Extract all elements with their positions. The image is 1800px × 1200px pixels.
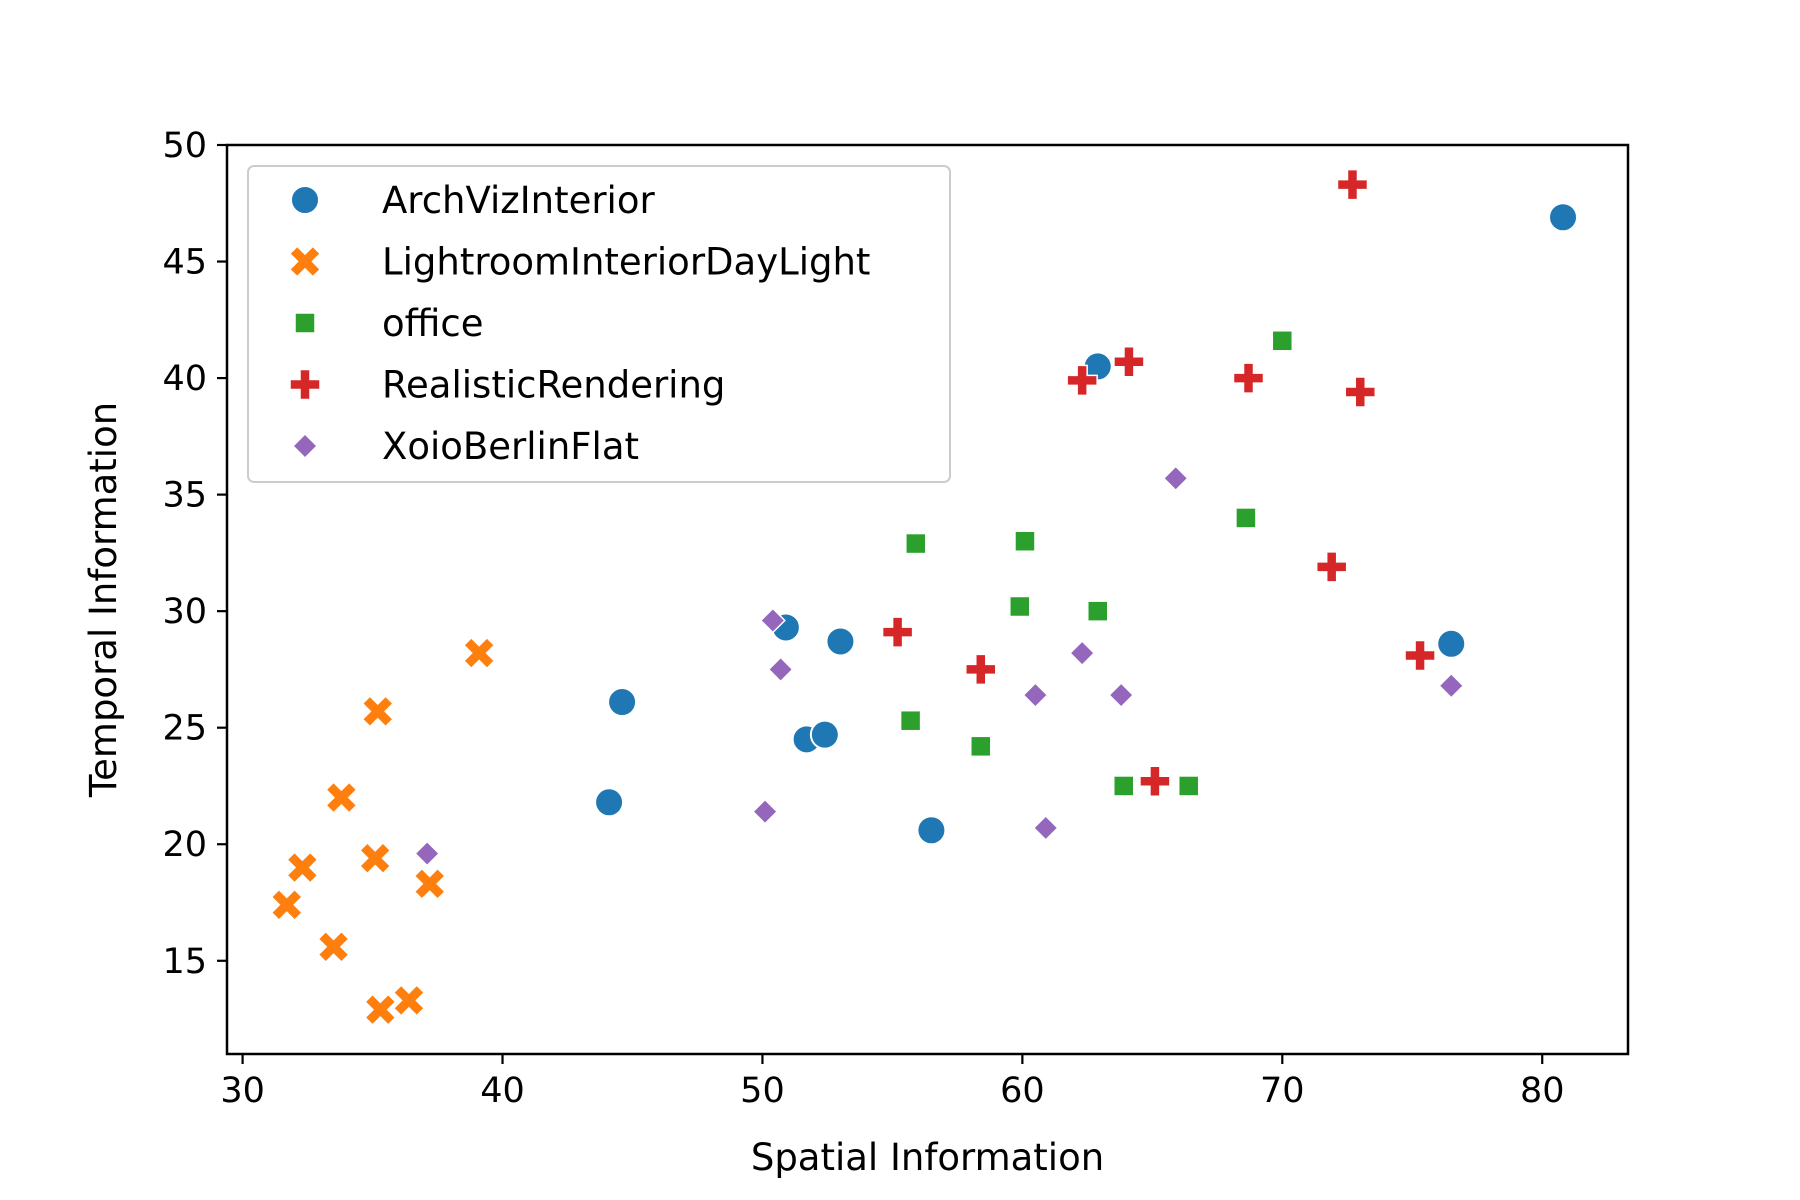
data-point: [1032, 814, 1059, 841]
x-tick-label: 30: [220, 1071, 265, 1111]
y-tick-label: 20: [162, 825, 207, 865]
y-tick-label: 30: [162, 592, 207, 632]
data-point: [362, 695, 394, 727]
x-tick-label: 70: [1260, 1071, 1305, 1111]
data-point: [916, 815, 947, 846]
data-point: [317, 931, 350, 963]
data-point: [1404, 639, 1436, 672]
legend-label: XoioBerlinFlat: [382, 425, 639, 468]
legend-label: ArchVizInterior: [382, 179, 655, 222]
x-axis-label: Spatial Information: [751, 1136, 1104, 1179]
legend-marker: [289, 368, 321, 401]
data-point: [1315, 551, 1348, 583]
legend-label: RealisticRendering: [382, 364, 725, 407]
data-point: [881, 616, 914, 648]
x-axis-ticks: 30 40 50 60 70 80: [220, 1054, 1564, 1111]
data-point: [1336, 168, 1369, 201]
data-point: [1548, 202, 1579, 233]
data-point: [1162, 465, 1189, 492]
x-tick-label: 60: [1000, 1071, 1045, 1111]
data-point: [607, 687, 638, 718]
data-point: [1232, 362, 1265, 394]
data-point: [364, 994, 396, 1026]
y-tick-label: 45: [162, 243, 207, 283]
legend-box: [247, 165, 951, 483]
data-points: [271, 168, 1579, 1026]
data-point: [751, 798, 779, 825]
data-point: [1112, 775, 1135, 797]
data-point: [1235, 507, 1257, 529]
y-tick-label: 25: [162, 709, 207, 749]
data-point: [414, 868, 446, 900]
y-tick-label: 40: [162, 359, 207, 399]
legend-marker: [291, 432, 319, 460]
series-archvizinterior: [594, 202, 1579, 846]
legend-label: LightroomInteriorDayLight: [382, 241, 870, 284]
series-realisticrendering: [881, 168, 1436, 798]
data-point: [905, 532, 927, 555]
data-point: [1108, 682, 1135, 709]
data-point: [594, 787, 625, 818]
data-point: [1009, 595, 1031, 618]
x-tick-label: 50: [740, 1071, 785, 1111]
data-point: [286, 851, 318, 884]
data-point: [825, 626, 856, 657]
data-point: [1022, 682, 1049, 709]
data-point: [767, 656, 794, 683]
data-point: [1139, 765, 1171, 798]
data-point: [1177, 775, 1200, 797]
legend-item: XoioBerlinFlat: [291, 425, 639, 468]
data-point: [463, 637, 495, 669]
data-point: [1087, 600, 1109, 622]
data-point: [271, 889, 303, 921]
data-point: [965, 653, 997, 686]
data-point: [1344, 376, 1377, 408]
y-tick-label: 35: [162, 476, 207, 516]
legend-marker: [289, 245, 321, 278]
legend-item: ArchVizInterior: [290, 179, 655, 222]
data-point: [359, 842, 391, 874]
series-office: [899, 330, 1294, 797]
x-tick-label: 40: [480, 1071, 525, 1111]
data-point: [1113, 346, 1145, 378]
legend-item: office: [294, 302, 484, 345]
series-lightroominteriordaylight: [271, 637, 495, 1026]
legend-marker: [294, 312, 316, 334]
data-point: [1271, 330, 1294, 352]
data-point: [325, 782, 357, 814]
data-point: [414, 840, 441, 867]
data-point: [970, 735, 992, 758]
data-point: [759, 607, 786, 634]
data-point: [809, 719, 840, 750]
data-point: [899, 709, 922, 732]
y-tick-label: 15: [162, 942, 207, 982]
data-point: [1436, 628, 1467, 659]
legend-label: office: [382, 302, 484, 345]
y-axis-ticks: 15 20 25 30 35 40 45 50: [162, 126, 227, 982]
series-xoioberlinflat: [414, 465, 1465, 867]
data-point: [1066, 364, 1098, 397]
y-axis-label: Temporal Information: [82, 402, 125, 798]
legend: ArchVizInterior LightroomInteriorDayLight…: [247, 165, 951, 483]
legend-item: LightroomInteriorDayLight: [289, 241, 870, 284]
data-point: [1069, 640, 1096, 667]
plot-frame: [225, 143, 1630, 1056]
y-tick-label: 50: [162, 126, 207, 166]
x-tick-label: 80: [1520, 1071, 1565, 1111]
data-point: [393, 984, 425, 1016]
data-point: [1014, 530, 1036, 552]
legend-marker: [290, 185, 320, 215]
legend-item: RealisticRendering: [289, 364, 725, 407]
data-point: [1438, 672, 1465, 699]
